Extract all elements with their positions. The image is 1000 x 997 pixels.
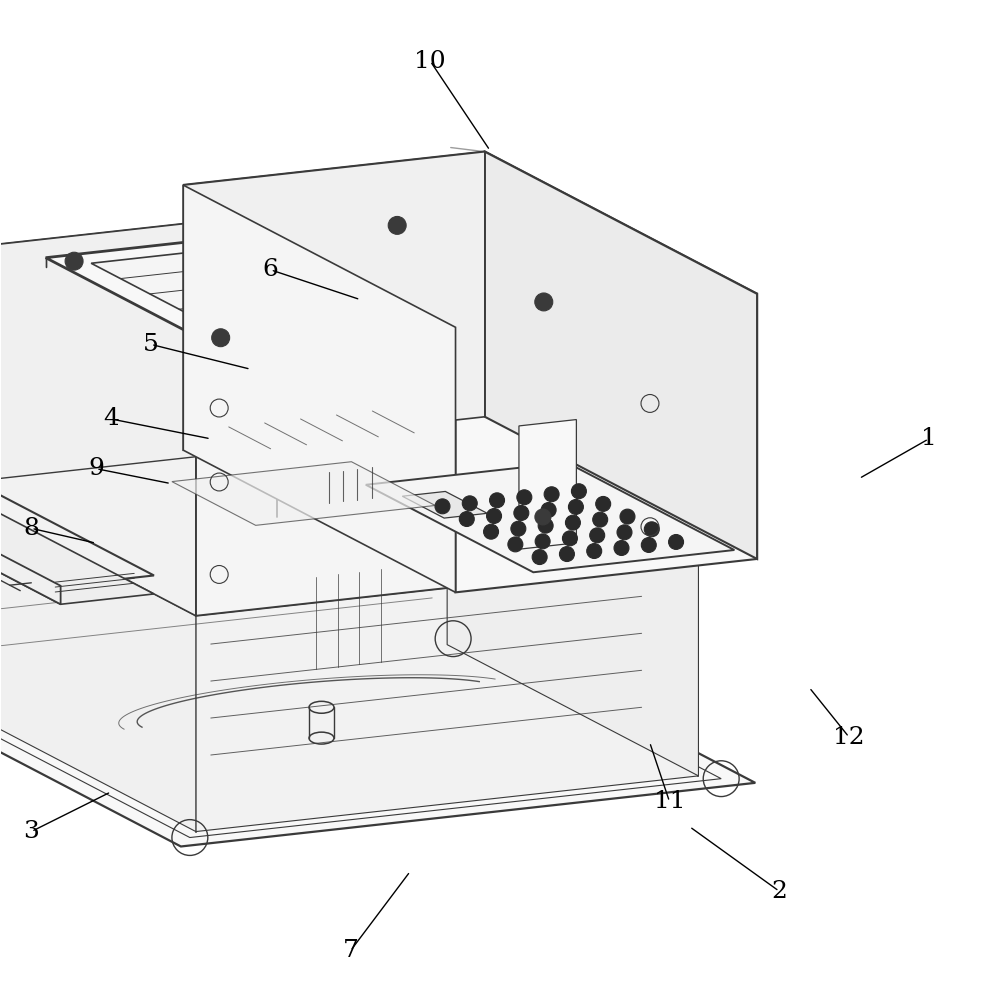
Circle shape	[532, 549, 547, 564]
Polygon shape	[366, 463, 734, 572]
Circle shape	[535, 509, 551, 524]
Circle shape	[388, 216, 406, 234]
Circle shape	[641, 537, 656, 552]
Circle shape	[487, 508, 502, 523]
Polygon shape	[519, 420, 576, 549]
Polygon shape	[0, 194, 447, 485]
Circle shape	[562, 530, 577, 545]
Circle shape	[571, 484, 586, 498]
Text: 4: 4	[103, 408, 119, 431]
Circle shape	[544, 487, 559, 501]
Polygon shape	[0, 250, 196, 616]
Polygon shape	[0, 488, 154, 586]
Text: 2: 2	[771, 879, 787, 902]
Circle shape	[462, 496, 477, 510]
Text: 1: 1	[921, 428, 937, 451]
Circle shape	[568, 499, 583, 514]
Circle shape	[559, 546, 574, 561]
Circle shape	[620, 509, 635, 524]
Circle shape	[212, 329, 230, 347]
Circle shape	[535, 293, 553, 311]
Polygon shape	[0, 429, 698, 616]
Text: 5: 5	[143, 333, 159, 356]
Polygon shape	[196, 560, 698, 831]
Text: 3: 3	[23, 821, 39, 843]
Polygon shape	[456, 294, 757, 592]
Polygon shape	[196, 326, 698, 616]
Circle shape	[511, 521, 526, 536]
Polygon shape	[183, 152, 757, 327]
Circle shape	[65, 252, 83, 270]
Polygon shape	[0, 194, 698, 382]
Polygon shape	[485, 152, 757, 559]
Text: 7: 7	[342, 939, 358, 962]
Circle shape	[669, 534, 684, 549]
Polygon shape	[172, 462, 435, 525]
Polygon shape	[0, 485, 196, 831]
Circle shape	[517, 490, 532, 504]
Text: 9: 9	[88, 458, 104, 481]
Circle shape	[590, 527, 605, 542]
Circle shape	[565, 515, 580, 530]
Circle shape	[644, 521, 659, 536]
Polygon shape	[447, 194, 698, 560]
Circle shape	[508, 537, 523, 552]
Circle shape	[435, 498, 450, 513]
Circle shape	[538, 518, 553, 533]
Circle shape	[614, 540, 629, 555]
Polygon shape	[447, 429, 698, 776]
Text: 10: 10	[414, 50, 446, 73]
Polygon shape	[46, 218, 572, 345]
Polygon shape	[183, 185, 456, 592]
Polygon shape	[183, 152, 485, 451]
Circle shape	[617, 524, 632, 539]
Text: 12: 12	[833, 726, 865, 749]
Circle shape	[593, 512, 608, 527]
Circle shape	[596, 497, 611, 511]
Circle shape	[535, 534, 550, 548]
Text: 8: 8	[23, 516, 39, 539]
Circle shape	[587, 543, 602, 558]
Polygon shape	[0, 506, 154, 604]
Text: 6: 6	[263, 258, 279, 281]
Circle shape	[490, 493, 505, 507]
Circle shape	[541, 502, 556, 517]
Polygon shape	[91, 230, 527, 333]
Polygon shape	[0, 630, 755, 846]
Circle shape	[459, 511, 474, 526]
Polygon shape	[0, 498, 61, 604]
Circle shape	[484, 524, 499, 539]
Circle shape	[514, 505, 529, 520]
Polygon shape	[402, 492, 487, 518]
Text: 11: 11	[654, 791, 685, 814]
